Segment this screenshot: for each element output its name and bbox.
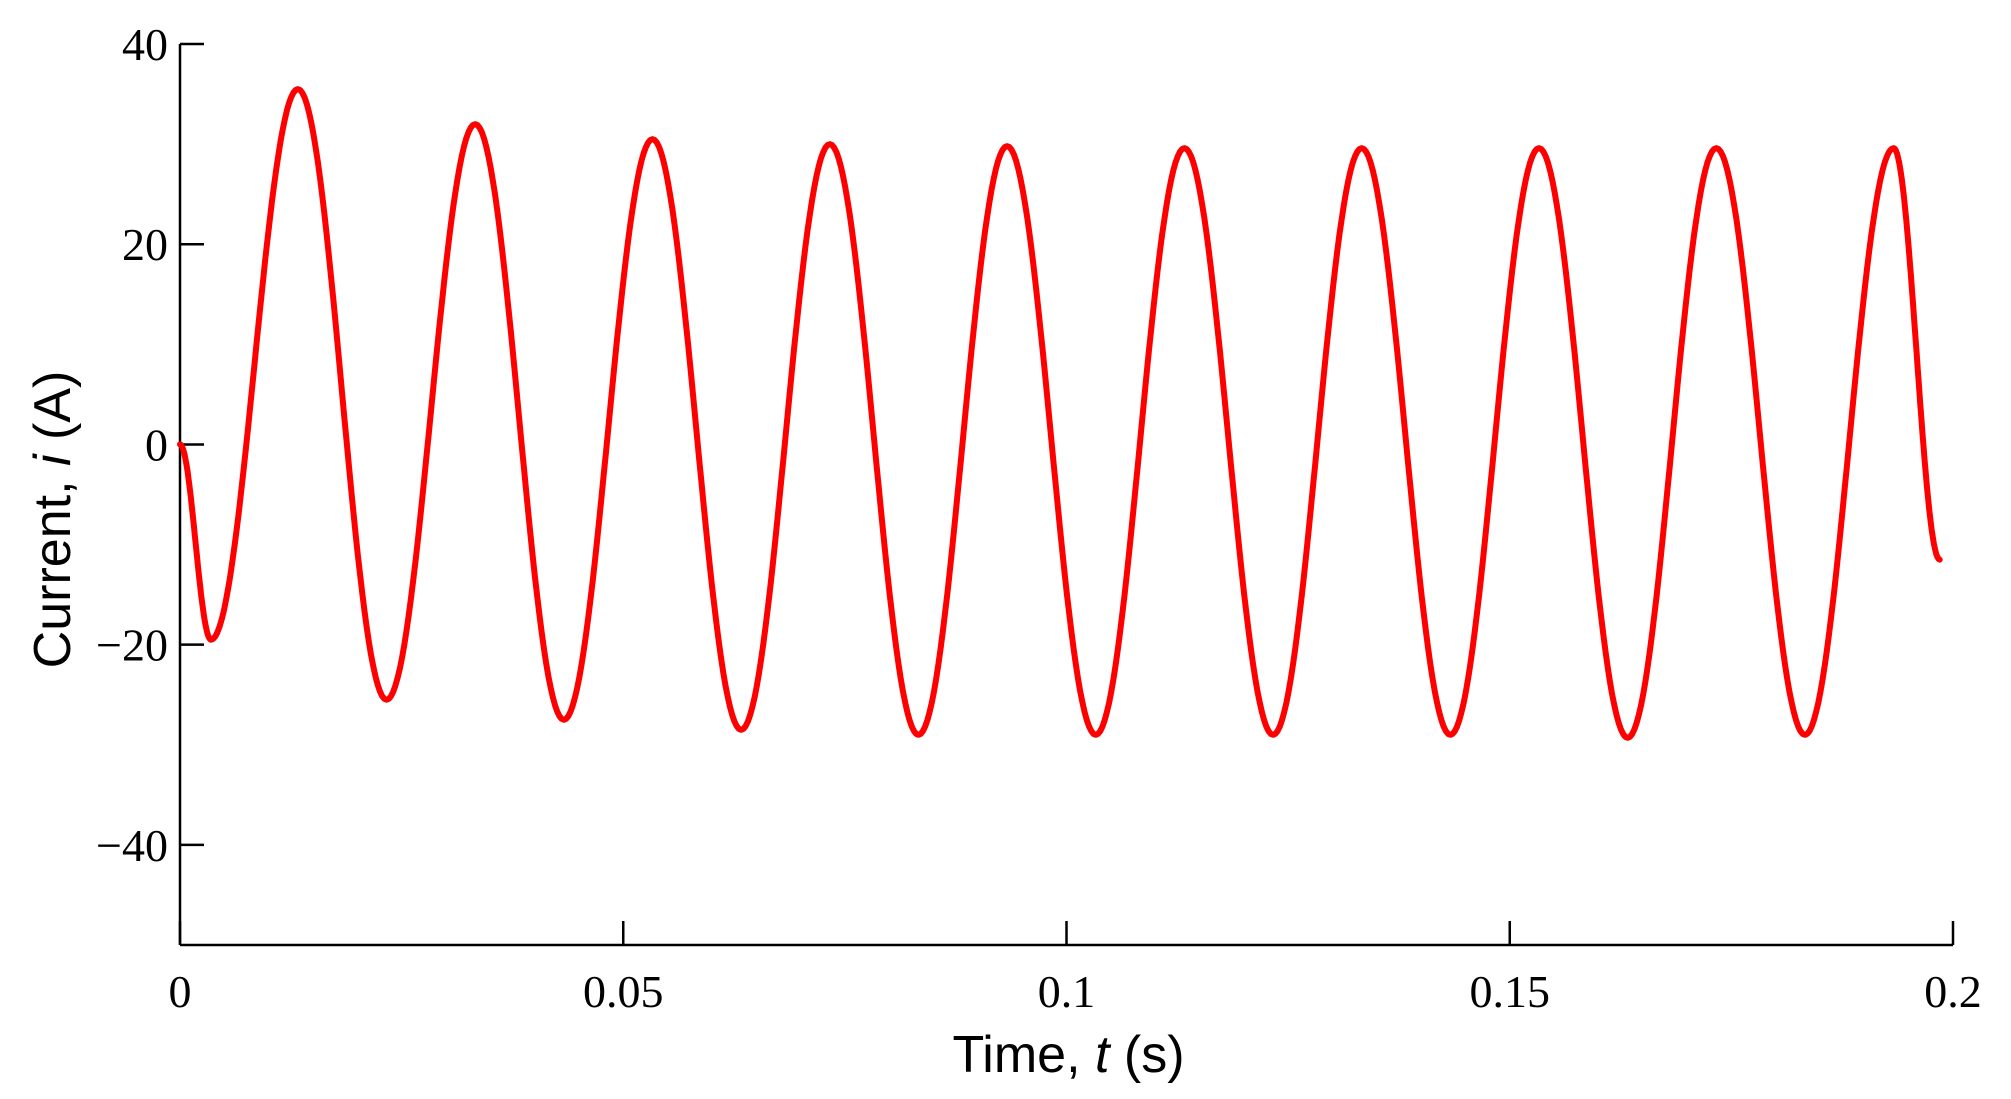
x-tick-label: 0.2 <box>1924 966 1982 1017</box>
x-axis-title-var: t <box>1095 1026 1112 1084</box>
x-axis-title-prefix: Time, <box>952 1026 1095 1084</box>
y-axis-title-suffix: (A) <box>24 371 82 455</box>
x-axis-ticks: 0 0.05 0.1 0.15 0.2 <box>169 921 1982 1017</box>
x-tick-label: 0.15 <box>1470 966 1551 1017</box>
y-tick-label: −40 <box>96 820 168 871</box>
y-tick-label: 0 <box>145 419 168 470</box>
x-tick-label: 0 <box>169 966 192 1017</box>
y-axis-title: Current, i (A) <box>24 371 82 669</box>
y-axis-title-var: i <box>24 453 82 466</box>
x-axis-title: Time, t (s) <box>952 1026 1184 1084</box>
y-axis-title-prefix: Current, <box>24 466 82 668</box>
x-tick-label: 0.1 <box>1038 966 1096 1017</box>
current-series-line <box>177 86 1943 741</box>
x-tick-label: 0.05 <box>583 966 664 1017</box>
y-tick-label: 40 <box>122 19 168 70</box>
y-tick-label: −20 <box>96 620 168 671</box>
y-axis-ticks: 40 20 0 −20 −40 <box>96 19 204 871</box>
x-axis-title-suffix: (s) <box>1109 1026 1184 1084</box>
y-tick-label: 20 <box>122 219 168 270</box>
